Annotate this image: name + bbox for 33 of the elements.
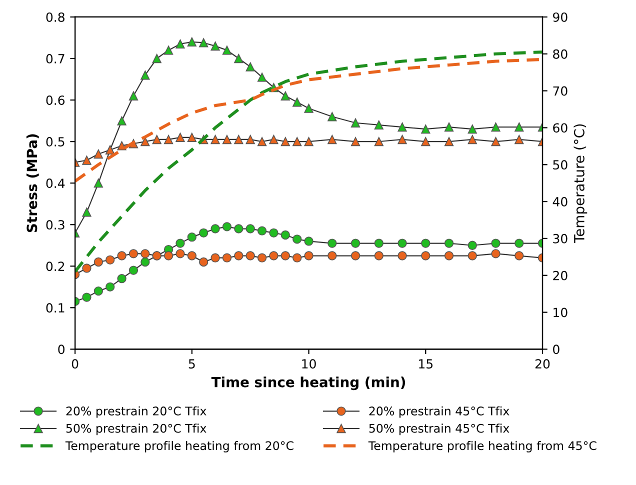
y-tick-label: 0.2 [46, 262, 64, 272]
y2-tick-label: 50 [553, 160, 568, 170]
legend-label: 50% prestrain 45°C Tfix [369, 424, 510, 436]
y-tick-label: 0.4 [46, 178, 65, 188]
y2-tick-label: 10 [554, 308, 568, 318]
y2-tick-label: 70 [553, 86, 568, 96]
x-tick-label: 15 [419, 359, 433, 369]
y-tick-label: 0.6 [46, 96, 65, 105]
x-tick-label: 20 [535, 359, 550, 369]
legend-label: 20% prestrain 45°C Tfix [369, 406, 510, 418]
y2-tick-label: 40 [552, 197, 568, 206]
y-tick-label: 0.5 [46, 137, 64, 146]
legend-label: Temperature profile heating from 20°C [65, 440, 294, 452]
y2-tick-label: 90 [553, 12, 568, 22]
x-tick-label: 5 [188, 359, 195, 369]
y-tick-label: 0.3 [46, 220, 64, 230]
y2-tick-label: 0 [553, 344, 560, 354]
y2-tick-label: 60 [553, 123, 568, 133]
legend-label: 20% prestrain 20°C Tfix [66, 406, 206, 418]
x-tick-label: 10 [302, 359, 316, 369]
y-tick-label: 0 [58, 344, 64, 354]
y-axis-title: Stress (MPa) [26, 134, 39, 232]
y2-tick-label: 80 [553, 49, 568, 59]
y-tick-label: 0.7 [46, 54, 64, 64]
y2-tick-label: 30 [553, 234, 568, 244]
y2-tick-label: 20 [553, 270, 568, 280]
y-tick-label: 0.8 [46, 12, 64, 22]
x-tick-label: 0 [72, 359, 78, 369]
legend-label: Temperature profile heating from 45°C [368, 440, 596, 452]
legend-label: 50% prestrain 20°C Tfix [66, 424, 206, 436]
x-axis-title: Time since heating (min) [211, 376, 406, 390]
y2-axis-title: Temperature (°C) [574, 124, 588, 244]
y-tick-label: 0.1 [46, 303, 64, 313]
